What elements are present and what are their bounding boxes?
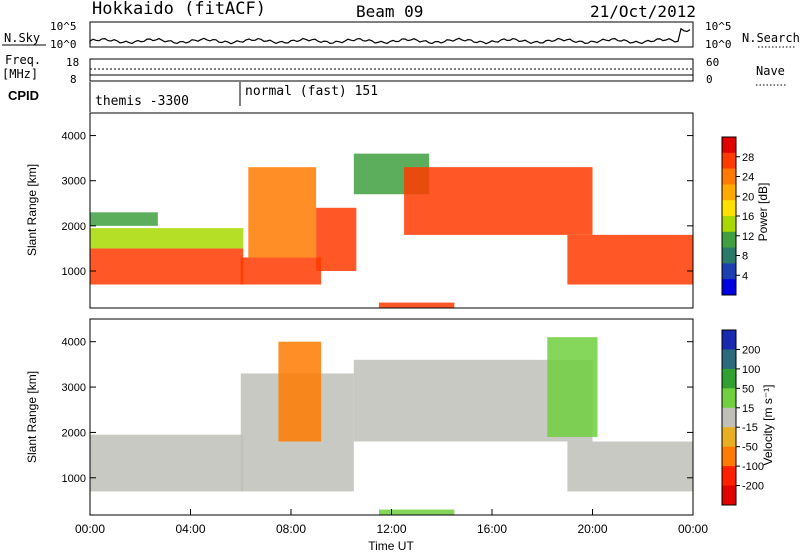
velocity-ytick-label-2: 2000 bbox=[62, 427, 86, 439]
noise-panel: N.Sky 10^5 10^0 10^5 10^0 N.Search bbox=[2, 20, 800, 51]
velocity-echo-region-6 bbox=[378, 509, 455, 515]
velocity-colorbar-tick-label-6: -50 bbox=[742, 442, 758, 454]
freq-tick-top: 18 bbox=[66, 56, 79, 69]
velocity-colorbar-title: Velocity [m s⁻¹] bbox=[761, 384, 775, 465]
velocity-colorbar-tick-label-1: 200 bbox=[742, 344, 760, 356]
velocity-colorbar-swatch-8 bbox=[722, 466, 736, 487]
power-ylabel: Slant Range [km] bbox=[25, 164, 39, 256]
power-echo-region-5 bbox=[248, 167, 317, 258]
velocity-colorbar-swatch-9 bbox=[722, 485, 736, 506]
velocity-colorbar-swatch-5 bbox=[722, 407, 736, 428]
velocity-echo-region-5 bbox=[547, 337, 598, 437]
velocity-colorbar-swatch-6 bbox=[722, 427, 736, 448]
velocity-colorbar-swatch-2 bbox=[722, 349, 736, 370]
velocity-colorbar-swatch-4 bbox=[722, 388, 736, 409]
power-colorbar-title: Power [dB] bbox=[756, 183, 770, 242]
power-ytick-label-4: 4000 bbox=[62, 131, 86, 143]
noise-tick-top-left: 10^5 bbox=[50, 20, 77, 33]
freq-unit: [MHz] bbox=[2, 67, 38, 81]
power-echo-region-6 bbox=[316, 207, 357, 271]
power-ytick-label-3: 3000 bbox=[62, 176, 86, 188]
velocity-ytick-label-1: 1000 bbox=[62, 473, 86, 485]
freq-label: Freq. bbox=[5, 53, 41, 67]
velocity-panel: 1000 2000 3000 4000 00:00 04:00 08:00 12:00 16:… bbox=[62, 318, 708, 536]
velocity-colorbar-tick-label-2: 100 bbox=[742, 364, 760, 376]
velocity-colorbar-tick-label-4: 15 bbox=[742, 403, 754, 415]
power-colorbar: 28 24 20 16 12 8 4 bbox=[721, 136, 754, 296]
power-colorbar-tick-label-3: 20 bbox=[742, 191, 754, 203]
power-panel: 1000 2000 3000 4000 bbox=[62, 112, 694, 309]
velocity-colorbar-swatch-3 bbox=[722, 368, 736, 389]
power-colorbar-swatch-5 bbox=[722, 200, 736, 217]
power-echo-region-4 bbox=[240, 257, 322, 285]
noise-tick-top-right: 10^5 bbox=[705, 20, 732, 33]
power-colorbar-swatch-4 bbox=[722, 184, 736, 201]
velocity-echo-region-4 bbox=[567, 441, 693, 492]
nave-label: Nave bbox=[756, 64, 785, 78]
velocity-echo-region-7 bbox=[278, 341, 322, 442]
power-colorbar-tick-label-6: 8 bbox=[742, 251, 748, 263]
power-ytick-label-2: 2000 bbox=[62, 221, 86, 233]
velocity-colorbar-swatch-7 bbox=[722, 446, 736, 467]
power-echo-region-1 bbox=[90, 248, 244, 285]
cpid-segment-2: normal (fast) 151 bbox=[245, 84, 378, 99]
velocity-colorbar-tick-label-8: -200 bbox=[742, 481, 764, 493]
velocity-colorbar-tick-label-7: -100 bbox=[742, 461, 764, 473]
time-xtick-label-1: 00:00 bbox=[75, 522, 105, 536]
power-colorbar-swatch-8 bbox=[722, 247, 736, 264]
power-colorbar-swatch-7 bbox=[722, 231, 736, 249]
velocity-colorbar-swatch-1 bbox=[722, 330, 736, 350]
nave-tick-top: 60 bbox=[706, 56, 719, 69]
power-colorbar-tick-label-5: 12 bbox=[742, 231, 754, 243]
velocity-ytick-label-4: 4000 bbox=[62, 337, 86, 349]
velocity-echo-region-1 bbox=[90, 434, 244, 492]
noise-tick-bottom-right: 10^0 bbox=[705, 38, 732, 51]
time-xtick-label-6: 20:00 bbox=[577, 522, 607, 536]
time-xtick-label-4: 12:00 bbox=[376, 522, 406, 536]
power-colorbar-tick-label-1: 28 bbox=[742, 152, 754, 164]
nave-tick-bottom: 0 bbox=[706, 73, 713, 86]
cpid-segment-1: themis -3300 bbox=[95, 94, 189, 109]
noise-trace bbox=[89, 27, 691, 45]
velocity-ylabel: Slant Range [km] bbox=[25, 371, 39, 463]
velocity-ytick-label-3: 3000 bbox=[62, 382, 86, 394]
power-colorbar-swatch-1 bbox=[722, 137, 736, 154]
beam-title: Beam 09 bbox=[356, 2, 423, 21]
power-colorbar-swatch-3 bbox=[722, 168, 736, 185]
noise-tick-bottom-left: 10^0 bbox=[50, 38, 77, 51]
nsky-label: N.Sky bbox=[4, 31, 40, 45]
freq-tick-bottom: 8 bbox=[70, 73, 77, 86]
power-colorbar-tick-label-4: 16 bbox=[742, 211, 754, 223]
power-colorbar-swatch-10 bbox=[722, 279, 736, 296]
time-xtick-label-3: 08:00 bbox=[276, 522, 306, 536]
time-xtick-label-2: 04:00 bbox=[175, 522, 205, 536]
cpid-label: CPID bbox=[8, 88, 39, 103]
frequency-panel: Freq. [MHz] 18 8 60 0 Nave bbox=[2, 53, 786, 86]
power-echo-region-9 bbox=[567, 234, 693, 285]
power-colorbar-swatch-6 bbox=[722, 216, 736, 233]
power-colorbar-tick-label-2: 24 bbox=[742, 172, 754, 184]
power-colorbar-swatch-9 bbox=[722, 263, 736, 280]
time-xtick-label-7: 00:00 bbox=[678, 522, 708, 536]
power-echo-region-2 bbox=[90, 228, 244, 249]
velocity-colorbar-tick-label-3: 50 bbox=[742, 383, 754, 395]
velocity-colorbar-tick-label-5: -15 bbox=[742, 422, 758, 434]
power-ytick-label-1: 1000 bbox=[62, 266, 86, 278]
date-title: 21/Oct/2012 bbox=[590, 2, 696, 21]
power-echo-region-3 bbox=[90, 212, 158, 226]
power-echo-region-10 bbox=[378, 302, 455, 308]
power-colorbar-tick-label-7: 4 bbox=[742, 270, 748, 282]
time-xtick-label-5: 16:00 bbox=[477, 522, 507, 536]
nsearch-label: N.Search bbox=[742, 31, 800, 45]
station-title: Hokkaido (fitACF) bbox=[92, 0, 266, 19]
velocity-colorbar: 200 100 50 15 -15 -50 -100 -200 bbox=[721, 329, 764, 506]
power-colorbar-swatch-2 bbox=[722, 152, 736, 170]
time-xlabel: Time UT bbox=[368, 539, 414, 553]
power-echo-region-8 bbox=[404, 167, 593, 235]
